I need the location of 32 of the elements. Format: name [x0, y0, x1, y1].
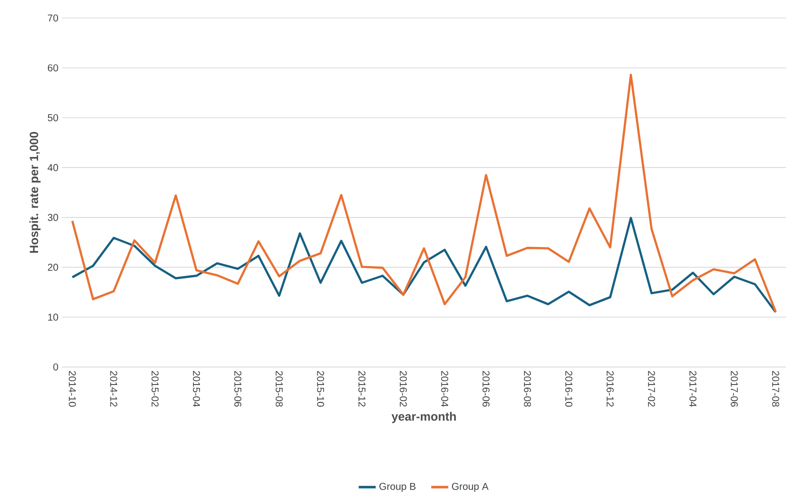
y-tick-label: 20	[48, 264, 58, 271]
x-tick-label: 2016-04	[441, 371, 448, 407]
x-tick-label: 2015-10	[317, 371, 324, 407]
x-tick-label: 2014-12	[110, 371, 118, 407]
x-tick-label: 2017-02	[648, 371, 656, 407]
y-tick-label: 0	[53, 363, 58, 371]
x-tick-label: 2015-12	[358, 371, 366, 407]
y-tick-label: 30	[48, 214, 58, 221]
line-series	[71, 216, 777, 314]
x-tick-label: 2014-10	[68, 371, 76, 407]
legend-label: Group A	[452, 482, 489, 492]
y-tick-label: 50	[48, 114, 58, 122]
x-tick-label: 2016-10	[565, 371, 572, 407]
x-tick-label: 2016-06	[482, 371, 490, 407]
x-tick-label: 2016-02	[400, 371, 407, 407]
x-tick-label: 2017-08	[772, 371, 780, 407]
x-tick-label: 2017-04	[689, 371, 696, 407]
y-tick-label: 70	[48, 14, 58, 22]
x-tick-label: 2015-04	[192, 371, 200, 407]
x-tick-label: 2017-06	[730, 371, 738, 407]
line-series	[71, 74, 777, 313]
x-axis-title: year-month	[392, 412, 456, 424]
y-tick-label: 40	[48, 164, 58, 172]
x-tick-label: 2016-12	[606, 371, 614, 407]
y-tick-label: 10	[48, 314, 58, 321]
x-tick-label: 2016-08	[524, 371, 531, 407]
x-tick-label: 2015-08	[276, 371, 283, 407]
legend-label: Group B	[379, 482, 416, 492]
y-axis-title: Hospit. rate per 1,000	[29, 132, 41, 253]
x-tick-label: 2015-06	[234, 371, 242, 407]
y-tick-label: 60	[48, 64, 58, 72]
x-tick-label: 2015-02	[152, 371, 159, 407]
